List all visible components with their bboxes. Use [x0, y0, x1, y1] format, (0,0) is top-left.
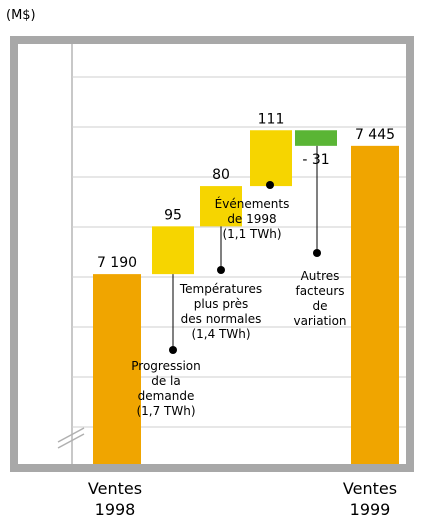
data-label: 80 — [212, 167, 230, 183]
annotation-line: Autres — [301, 269, 340, 283]
chart-frame: 7 190 95 80 111 - 31 7 445 Progression de la dem… — [10, 36, 414, 472]
data-label: 7 445 — [355, 127, 395, 143]
data-label: - 31 — [302, 152, 329, 168]
waterfall-chart: 7 190 95 80 111 - 31 7 445 Progression de la dem… — [57, 44, 406, 464]
annotation: Progression de la demande (1,7 TWh) — [131, 359, 201, 418]
annotation-line: (1,4 TWh) — [191, 327, 250, 341]
annotation-line: variation — [293, 314, 346, 328]
leader-dot — [169, 346, 177, 354]
bar-delta — [200, 186, 242, 227]
data-label: 111 — [258, 111, 285, 127]
axis-break-mark — [57, 427, 85, 443]
annotation-line: plus près — [194, 297, 249, 311]
axis-break-mark — [57, 433, 85, 449]
annotation: Températures plus près des normales (1,4 TW… — [179, 282, 262, 341]
annotation-line: de la — [151, 374, 181, 388]
bar-delta — [250, 130, 292, 187]
annotation-line: (1,1 TWh) — [222, 227, 281, 241]
data-label: 95 — [164, 207, 182, 223]
plot-area: 7 190 95 80 111 - 31 7 445 Progression de la dem… — [18, 44, 406, 464]
annotation: Événements de 1998 (1,1 TWh) — [215, 196, 290, 241]
unit-label: (M$) — [6, 8, 36, 23]
bar-delta — [295, 130, 337, 146]
annotation-line: des normales — [181, 312, 262, 326]
x-category-ventes-1999: Ventes 1999 — [320, 478, 420, 520]
annotation-line: de 1998 — [227, 212, 276, 226]
bar-total — [93, 274, 141, 464]
bar-total — [351, 145, 399, 464]
x-category-line: Ventes — [342, 479, 398, 498]
annotation-line: Événements — [215, 196, 290, 211]
leader-dot — [313, 249, 321, 257]
annotation: Autres facteurs de variation — [293, 269, 346, 328]
bar-delta — [152, 226, 194, 275]
annotation-line: Progression — [131, 359, 201, 373]
annotation-line: demande — [138, 389, 195, 403]
annotation-line: de — [313, 299, 328, 313]
x-category-line: 1998 — [94, 500, 136, 519]
x-category-line: 1999 — [349, 500, 391, 519]
annotation-line: Températures — [179, 282, 262, 296]
x-category-line: Ventes — [87, 479, 143, 498]
x-category-ventes-1998: Ventes 1998 — [65, 478, 165, 520]
data-label: 7 190 — [97, 255, 137, 271]
leader-dot — [217, 266, 225, 274]
annotation-line: (1,7 TWh) — [136, 404, 195, 418]
leader-dot — [266, 181, 274, 189]
annotation-line: facteurs — [295, 284, 344, 298]
